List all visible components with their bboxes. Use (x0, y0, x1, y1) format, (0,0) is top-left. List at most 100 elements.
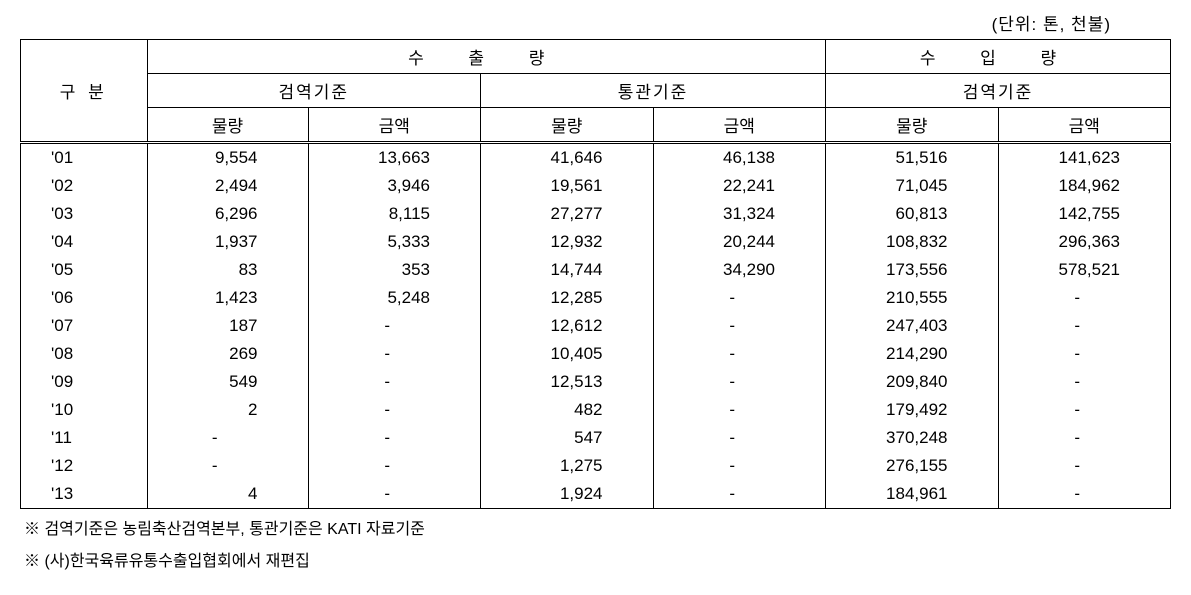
data-cell: 173,556 (826, 256, 999, 284)
data-cell: - (653, 452, 826, 480)
year-cell: '11 (21, 424, 148, 452)
header-volume-2: 물량 (481, 108, 654, 143)
data-cell: 276,155 (826, 452, 999, 480)
table-body: '019,55413,66341,64646,13851,516141,623'… (21, 143, 1171, 509)
data-cell: 13,663 (308, 143, 481, 173)
data-cell: - (653, 340, 826, 368)
data-cell: - (308, 396, 481, 424)
data-cell: 296,363 (998, 228, 1171, 256)
data-cell: 482 (481, 396, 654, 424)
data-cell: 3,946 (308, 172, 481, 200)
header-amount-2: 금액 (653, 108, 826, 143)
header-import: 수 입 량 (826, 40, 1171, 74)
data-cell: 9,554 (147, 143, 308, 173)
data-cell: - (308, 312, 481, 340)
data-cell: - (308, 340, 481, 368)
header-export: 수 출 량 (147, 40, 826, 74)
data-cell: 12,285 (481, 284, 654, 312)
header-category: 구 분 (21, 40, 148, 143)
data-cell: - (308, 368, 481, 396)
table-row: '102-482-179,492- (21, 396, 1171, 424)
data-cell: - (308, 452, 481, 480)
header-export-quarantine: 검역기준 (147, 74, 481, 108)
table-row: '041,9375,33312,93220,244108,832296,363 (21, 228, 1171, 256)
year-cell: '06 (21, 284, 148, 312)
data-cell: 12,932 (481, 228, 654, 256)
data-cell: 12,513 (481, 368, 654, 396)
data-cell: - (998, 424, 1171, 452)
data-cell: 60,813 (826, 200, 999, 228)
data-cell: 2,494 (147, 172, 308, 200)
data-cell: 14,744 (481, 256, 654, 284)
data-cell: 19,561 (481, 172, 654, 200)
header-volume-3: 물량 (826, 108, 999, 143)
data-cell: 269 (147, 340, 308, 368)
data-cell: 549 (147, 368, 308, 396)
data-cell: - (653, 424, 826, 452)
data-cell: 108,832 (826, 228, 999, 256)
unit-label: (단위: 톤, 천불) (20, 10, 1171, 35)
data-cell: 10,405 (481, 340, 654, 368)
data-cell: 8,115 (308, 200, 481, 228)
data-cell: 1,937 (147, 228, 308, 256)
data-cell: 209,840 (826, 368, 999, 396)
header-volume-1: 물량 (147, 108, 308, 143)
data-cell: 6,296 (147, 200, 308, 228)
year-cell: '04 (21, 228, 148, 256)
table-row: '07187-12,612-247,403- (21, 312, 1171, 340)
year-cell: '01 (21, 143, 148, 173)
data-cell: 142,755 (998, 200, 1171, 228)
table-row: '134-1,924-184,961- (21, 480, 1171, 509)
data-cell: 578,521 (998, 256, 1171, 284)
data-cell: 83 (147, 256, 308, 284)
table-row: '058335314,74434,290173,556578,521 (21, 256, 1171, 284)
table-row: '019,55413,66341,64646,13851,516141,623 (21, 143, 1171, 173)
year-cell: '08 (21, 340, 148, 368)
data-cell: 1,924 (481, 480, 654, 509)
data-cell: 141,623 (998, 143, 1171, 173)
data-cell: 4 (147, 480, 308, 509)
data-cell: 20,244 (653, 228, 826, 256)
data-cell: - (147, 424, 308, 452)
header-amount-3: 금액 (998, 108, 1171, 143)
data-cell: 27,277 (481, 200, 654, 228)
data-cell: 22,241 (653, 172, 826, 200)
data-cell: 51,516 (826, 143, 999, 173)
data-cell: 184,961 (826, 480, 999, 509)
data-cell: - (998, 396, 1171, 424)
data-cell: 210,555 (826, 284, 999, 312)
data-cell: 547 (481, 424, 654, 452)
data-cell: - (653, 368, 826, 396)
table-row: '09549-12,513-209,840- (21, 368, 1171, 396)
table-row: '061,4235,24812,285-210,555- (21, 284, 1171, 312)
data-cell: - (653, 312, 826, 340)
data-cell: - (653, 396, 826, 424)
data-cell: 187 (147, 312, 308, 340)
table-row: '022,4943,94619,56122,24171,045184,962 (21, 172, 1171, 200)
data-cell: 41,646 (481, 143, 654, 173)
data-cell: - (998, 340, 1171, 368)
data-cell: 214,290 (826, 340, 999, 368)
data-cell: - (998, 452, 1171, 480)
data-cell: - (308, 480, 481, 509)
data-cell: - (998, 284, 1171, 312)
header-export-customs: 통관기준 (481, 74, 826, 108)
data-cell: 1,275 (481, 452, 654, 480)
table-row: '11--547-370,248- (21, 424, 1171, 452)
data-cell: - (998, 368, 1171, 396)
data-table: 구 분 수 출 량 수 입 량 검역기준 통관기준 검역기준 물량 금액 물량 … (20, 39, 1171, 509)
year-cell: '07 (21, 312, 148, 340)
data-cell: - (653, 284, 826, 312)
year-cell: '02 (21, 172, 148, 200)
year-cell: '12 (21, 452, 148, 480)
data-cell: - (998, 312, 1171, 340)
year-cell: '03 (21, 200, 148, 228)
data-cell: 184,962 (998, 172, 1171, 200)
data-cell: - (653, 480, 826, 509)
table-row: '12--1,275-276,155- (21, 452, 1171, 480)
data-cell: 247,403 (826, 312, 999, 340)
data-cell: 12,612 (481, 312, 654, 340)
year-cell: '09 (21, 368, 148, 396)
data-cell: 179,492 (826, 396, 999, 424)
footnote-1: ※ 검역기준은 농림축산검역본부, 통관기준은 KATI 자료기준 (20, 515, 1171, 539)
